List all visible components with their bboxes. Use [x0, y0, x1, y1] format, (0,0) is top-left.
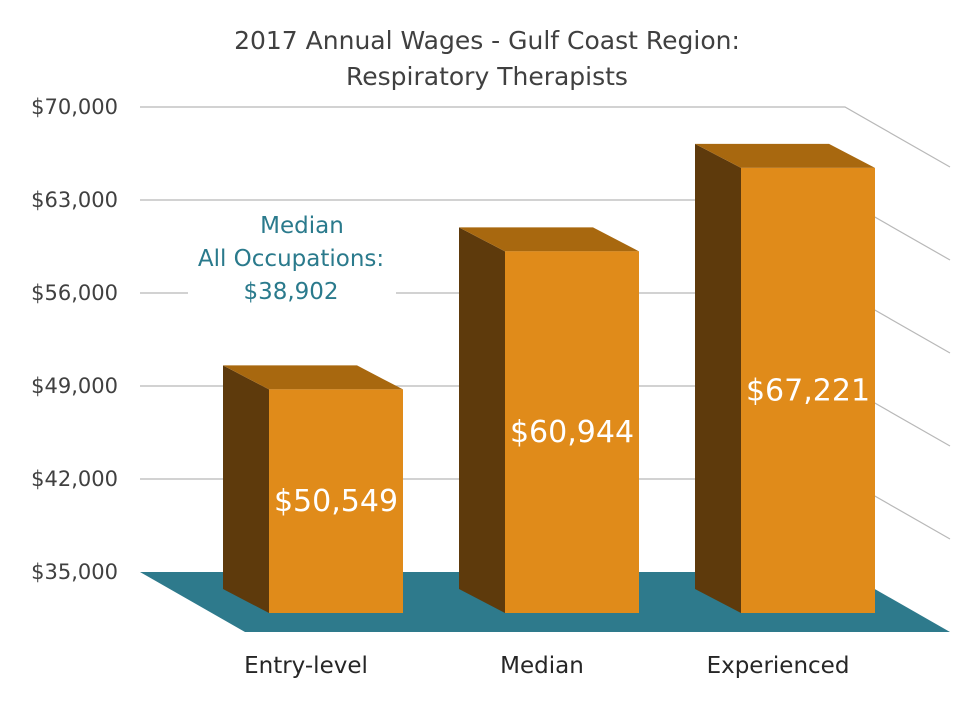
data-label: $50,549: [274, 484, 398, 519]
y-tick-label: $49,000: [31, 374, 118, 398]
bar-top-face: [459, 227, 639, 252]
bar-front-face: [505, 251, 639, 613]
bar-side-face: [695, 143, 741, 613]
bars: [223, 143, 875, 613]
bar-top-face: [223, 365, 403, 390]
bar-front-face: [269, 389, 403, 613]
y-tick-label: $56,000: [31, 281, 118, 305]
annotation-line-1: Median: [260, 213, 344, 239]
chart-title: 2017 Annual Wages - Gulf Coast Region:: [234, 26, 740, 55]
bar-side-face: [459, 227, 505, 613]
data-labels: $50,549 $60,944 $67,221: [274, 373, 870, 519]
x-category-label: Entry-level: [244, 653, 368, 679]
data-label: $60,944: [510, 415, 634, 450]
bar-side-face: [223, 365, 269, 613]
annotation-background: [188, 276, 396, 308]
x-category-label: Experienced: [707, 653, 850, 679]
y-axis-ticks: $35,000 $42,000 $49,000 $56,000 $63,000 $70,0…: [31, 95, 118, 584]
y-tick-label: $70,000: [31, 95, 118, 119]
bar: [695, 143, 875, 613]
bar-top-face: [695, 143, 875, 168]
bar: [459, 227, 639, 613]
y-tick-label: $63,000: [31, 188, 118, 212]
annotation-line-2: All Occupations:: [198, 246, 384, 272]
gridline: [140, 106, 951, 168]
x-category-label: Median: [500, 653, 584, 679]
y-tick-label: $35,000: [31, 560, 118, 584]
y-tick-label: $42,000: [31, 467, 118, 491]
median-all-occupations-annotation: Median All Occupations: $38,902: [188, 213, 396, 308]
bar-front-face: [741, 167, 875, 613]
bar: [223, 365, 403, 613]
chart-subtitle: Respiratory Therapists: [346, 62, 628, 91]
annotation-line-3: $38,902: [243, 279, 338, 305]
data-label: $67,221: [746, 373, 870, 408]
x-axis-categories: Entry-level Median Experienced: [244, 653, 849, 679]
